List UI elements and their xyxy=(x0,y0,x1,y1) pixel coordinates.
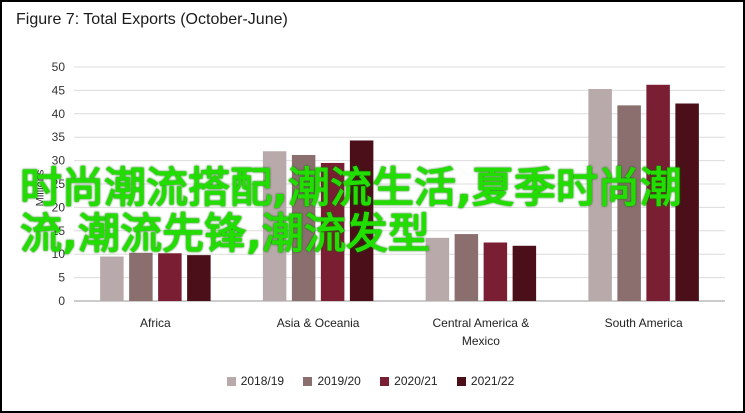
legend: 2018/19 2019/20 2020/21 2021/22 xyxy=(0,374,741,389)
bar xyxy=(187,255,211,301)
bar xyxy=(262,151,287,301)
bar xyxy=(512,245,537,301)
bar xyxy=(100,256,124,301)
x-category-label: Asia & Oceania xyxy=(277,316,360,330)
y-tick-label: 45 xyxy=(52,83,66,97)
y-tick-label: 35 xyxy=(52,130,66,144)
figure-title: Figure 7: Total Exports (October-June) xyxy=(16,11,288,28)
bar xyxy=(291,154,316,301)
legend-swatch-2021-22 xyxy=(456,376,466,386)
bar xyxy=(320,162,345,301)
legend-label-2020-21: 2020/21 xyxy=(394,374,438,388)
bar xyxy=(129,252,153,301)
y-tick-label: 40 xyxy=(52,107,66,121)
bar xyxy=(349,140,374,301)
legend-item-2018-19: 2018/19 xyxy=(226,374,285,388)
x-category-label: Mexico xyxy=(462,334,500,348)
legend-label-2021-22: 2021/22 xyxy=(470,374,515,388)
x-category-label: Africa xyxy=(140,316,171,330)
y-tick-label: 10 xyxy=(52,247,66,261)
y-tick-label: 0 xyxy=(58,294,65,308)
y-tick-label: 25 xyxy=(52,177,66,191)
legend-swatch-2018-19 xyxy=(226,376,236,386)
legend-swatch-2019-20 xyxy=(303,376,313,386)
y-tick-label: 5 xyxy=(58,271,65,285)
y-tick-label: 30 xyxy=(52,154,66,168)
bar xyxy=(588,88,612,301)
legend-item-2021-22: 2021/22 xyxy=(456,374,515,388)
legend-label-2018-19: 2018/19 xyxy=(240,374,285,388)
bar xyxy=(425,237,450,301)
bar xyxy=(158,253,182,301)
bar xyxy=(454,234,479,301)
legend-label-2019-20: 2019/20 xyxy=(317,374,361,388)
x-category-label: South America xyxy=(605,316,683,330)
bar xyxy=(483,242,508,301)
y-tick-label: 20 xyxy=(52,200,66,214)
legend-item-2020-21: 2020/21 xyxy=(380,374,438,388)
bar xyxy=(646,84,670,301)
overlay-watermark-text: 时尚潮流搭配,潮流生活,夏季时尚潮流,潮流先锋,潮流发型 xyxy=(20,163,682,258)
legend-item-2019-20: 2019/20 xyxy=(303,374,361,388)
legend-swatch-2020-21 xyxy=(380,376,390,386)
y-tick-label: 15 xyxy=(52,224,66,238)
y-tick-label: 50 xyxy=(52,60,66,74)
bar xyxy=(675,103,699,301)
bar xyxy=(617,105,641,301)
x-category-label: Central America & xyxy=(433,316,530,330)
